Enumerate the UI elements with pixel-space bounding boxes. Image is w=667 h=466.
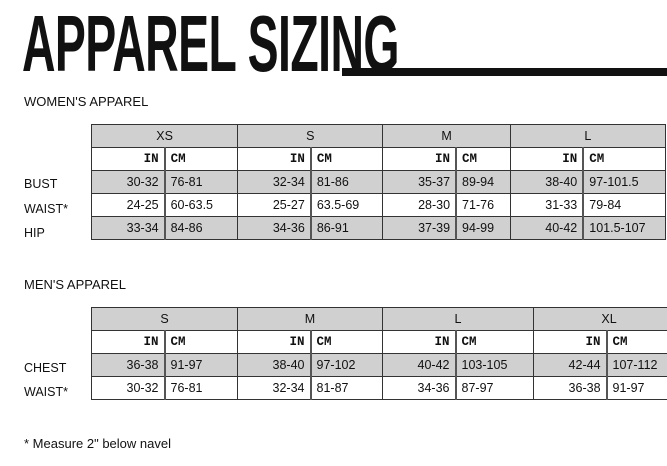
- unit-in: IN: [533, 330, 608, 354]
- size-header: XL: [533, 307, 667, 331]
- unit-in: IN: [237, 147, 312, 171]
- value-in: 32-34: [237, 170, 312, 194]
- table-row: 30-32 76-81 32-34 81-86 35-37 89-94 38-40 97-10…: [90, 170, 667, 194]
- value-cm: 76-81: [164, 376, 238, 400]
- value-cm: 81-87: [309, 376, 384, 400]
- value-cm: 76-81: [164, 170, 239, 194]
- value-cm: 89-94: [455, 170, 511, 194]
- value-cm: 87-97: [455, 376, 535, 400]
- size-header-row: S M L XL: [91, 307, 667, 331]
- title-rule: [342, 68, 667, 76]
- size-header: L: [509, 124, 667, 148]
- unit-cm: CM: [606, 330, 667, 354]
- value-in: 38-40: [509, 170, 585, 194]
- table-row: 36-38 91-97 38-40 97-102 40-42 103-105 42-44 10…: [91, 353, 667, 377]
- row-label: BUST: [24, 177, 58, 191]
- table-row: 33-34 84-86 34-36 86-91 37-39 94-99 40-42 101.5…: [90, 216, 667, 240]
- value-in: 36-38: [91, 353, 166, 377]
- value-in: 28-30: [382, 193, 458, 217]
- unit-cm: CM: [164, 330, 238, 354]
- value-cm: 94-99: [455, 216, 511, 240]
- men-heading: MEN'S APPAREL: [24, 277, 126, 292]
- value-cm: 60-63.5: [164, 193, 239, 217]
- unit-in: IN: [91, 330, 166, 354]
- value-cm: 81-86: [310, 170, 384, 194]
- value-cm: 107-112: [606, 353, 667, 377]
- size-header: S: [91, 307, 238, 331]
- value-in: 24-25: [90, 193, 166, 217]
- size-header: S: [237, 124, 384, 148]
- row-label: HIP: [24, 226, 45, 240]
- unit-in: IN: [237, 330, 312, 354]
- unit-in: IN: [382, 147, 458, 171]
- row-label: WAIST*: [24, 202, 68, 216]
- value-in: 31-33: [509, 193, 585, 217]
- footnote: * Measure 2" below navel: [24, 436, 171, 451]
- size-header: M: [382, 124, 511, 148]
- unit-in: IN: [382, 330, 457, 354]
- value-in: 30-32: [91, 376, 166, 400]
- value-cm: 79-84: [582, 193, 667, 217]
- unit-cm: CM: [309, 330, 384, 354]
- value-cm: 97-102: [309, 353, 384, 377]
- units-row: IN CM IN CM IN CM IN CM: [90, 147, 667, 171]
- value-cm: 86-91: [310, 216, 384, 240]
- unit-in: IN: [509, 147, 585, 171]
- value-in: 32-34: [237, 376, 312, 400]
- value-cm: 84-86: [164, 216, 239, 240]
- value-in: 35-37: [382, 170, 458, 194]
- size-header: M: [236, 307, 384, 331]
- row-label: WAIST*: [24, 385, 68, 399]
- value-cm: 97-101.5: [582, 170, 667, 194]
- value-in: 37-39: [382, 216, 458, 240]
- unit-in: IN: [90, 147, 166, 171]
- value-in: 40-42: [382, 353, 457, 377]
- value-cm: 91-97: [606, 376, 667, 400]
- women-heading: WOMEN'S APPAREL: [24, 94, 149, 109]
- size-header: L: [382, 307, 535, 331]
- units-row: IN CM IN CM IN CM IN CM: [91, 330, 667, 354]
- table-row: 24-25 60-63.5 25-27 63.5-69 28-30 71-76 31-33 7…: [90, 193, 667, 217]
- value-in: 34-36: [382, 376, 457, 400]
- men-size-table: S M L XL IN CM IN CM IN CM IN CM 36-38 91-97 38-40 97-1…: [91, 307, 667, 400]
- unit-cm: CM: [310, 147, 384, 171]
- unit-cm: CM: [455, 330, 535, 354]
- unit-cm: CM: [164, 147, 239, 171]
- value-in: 36-38: [533, 376, 608, 400]
- value-cm: 103-105: [455, 353, 535, 377]
- unit-cm: CM: [582, 147, 667, 171]
- value-in: 25-27: [237, 193, 312, 217]
- value-cm: 63.5-69: [310, 193, 384, 217]
- value-cm: 71-76: [455, 193, 511, 217]
- value-in: 40-42: [509, 216, 585, 240]
- page-title: APPAREL SIZING: [22, 0, 399, 88]
- size-header-row: XS S M L: [90, 124, 667, 148]
- women-size-table: XS S M L IN CM IN CM IN CM IN CM 30-32 76-81 32-34 81-8…: [90, 124, 667, 240]
- value-cm: 101.5-107: [582, 216, 667, 240]
- row-label: CHEST: [24, 361, 67, 375]
- value-cm: 91-97: [164, 353, 238, 377]
- size-header: XS: [90, 124, 239, 148]
- value-in: 30-32: [90, 170, 166, 194]
- value-in: 38-40: [237, 353, 312, 377]
- unit-cm: CM: [455, 147, 511, 171]
- value-in: 42-44: [533, 353, 608, 377]
- value-in: 34-36: [237, 216, 312, 240]
- table-row: 30-32 76-81 32-34 81-87 34-36 87-97 36-38 91-97: [91, 376, 667, 400]
- value-in: 33-34: [90, 216, 166, 240]
